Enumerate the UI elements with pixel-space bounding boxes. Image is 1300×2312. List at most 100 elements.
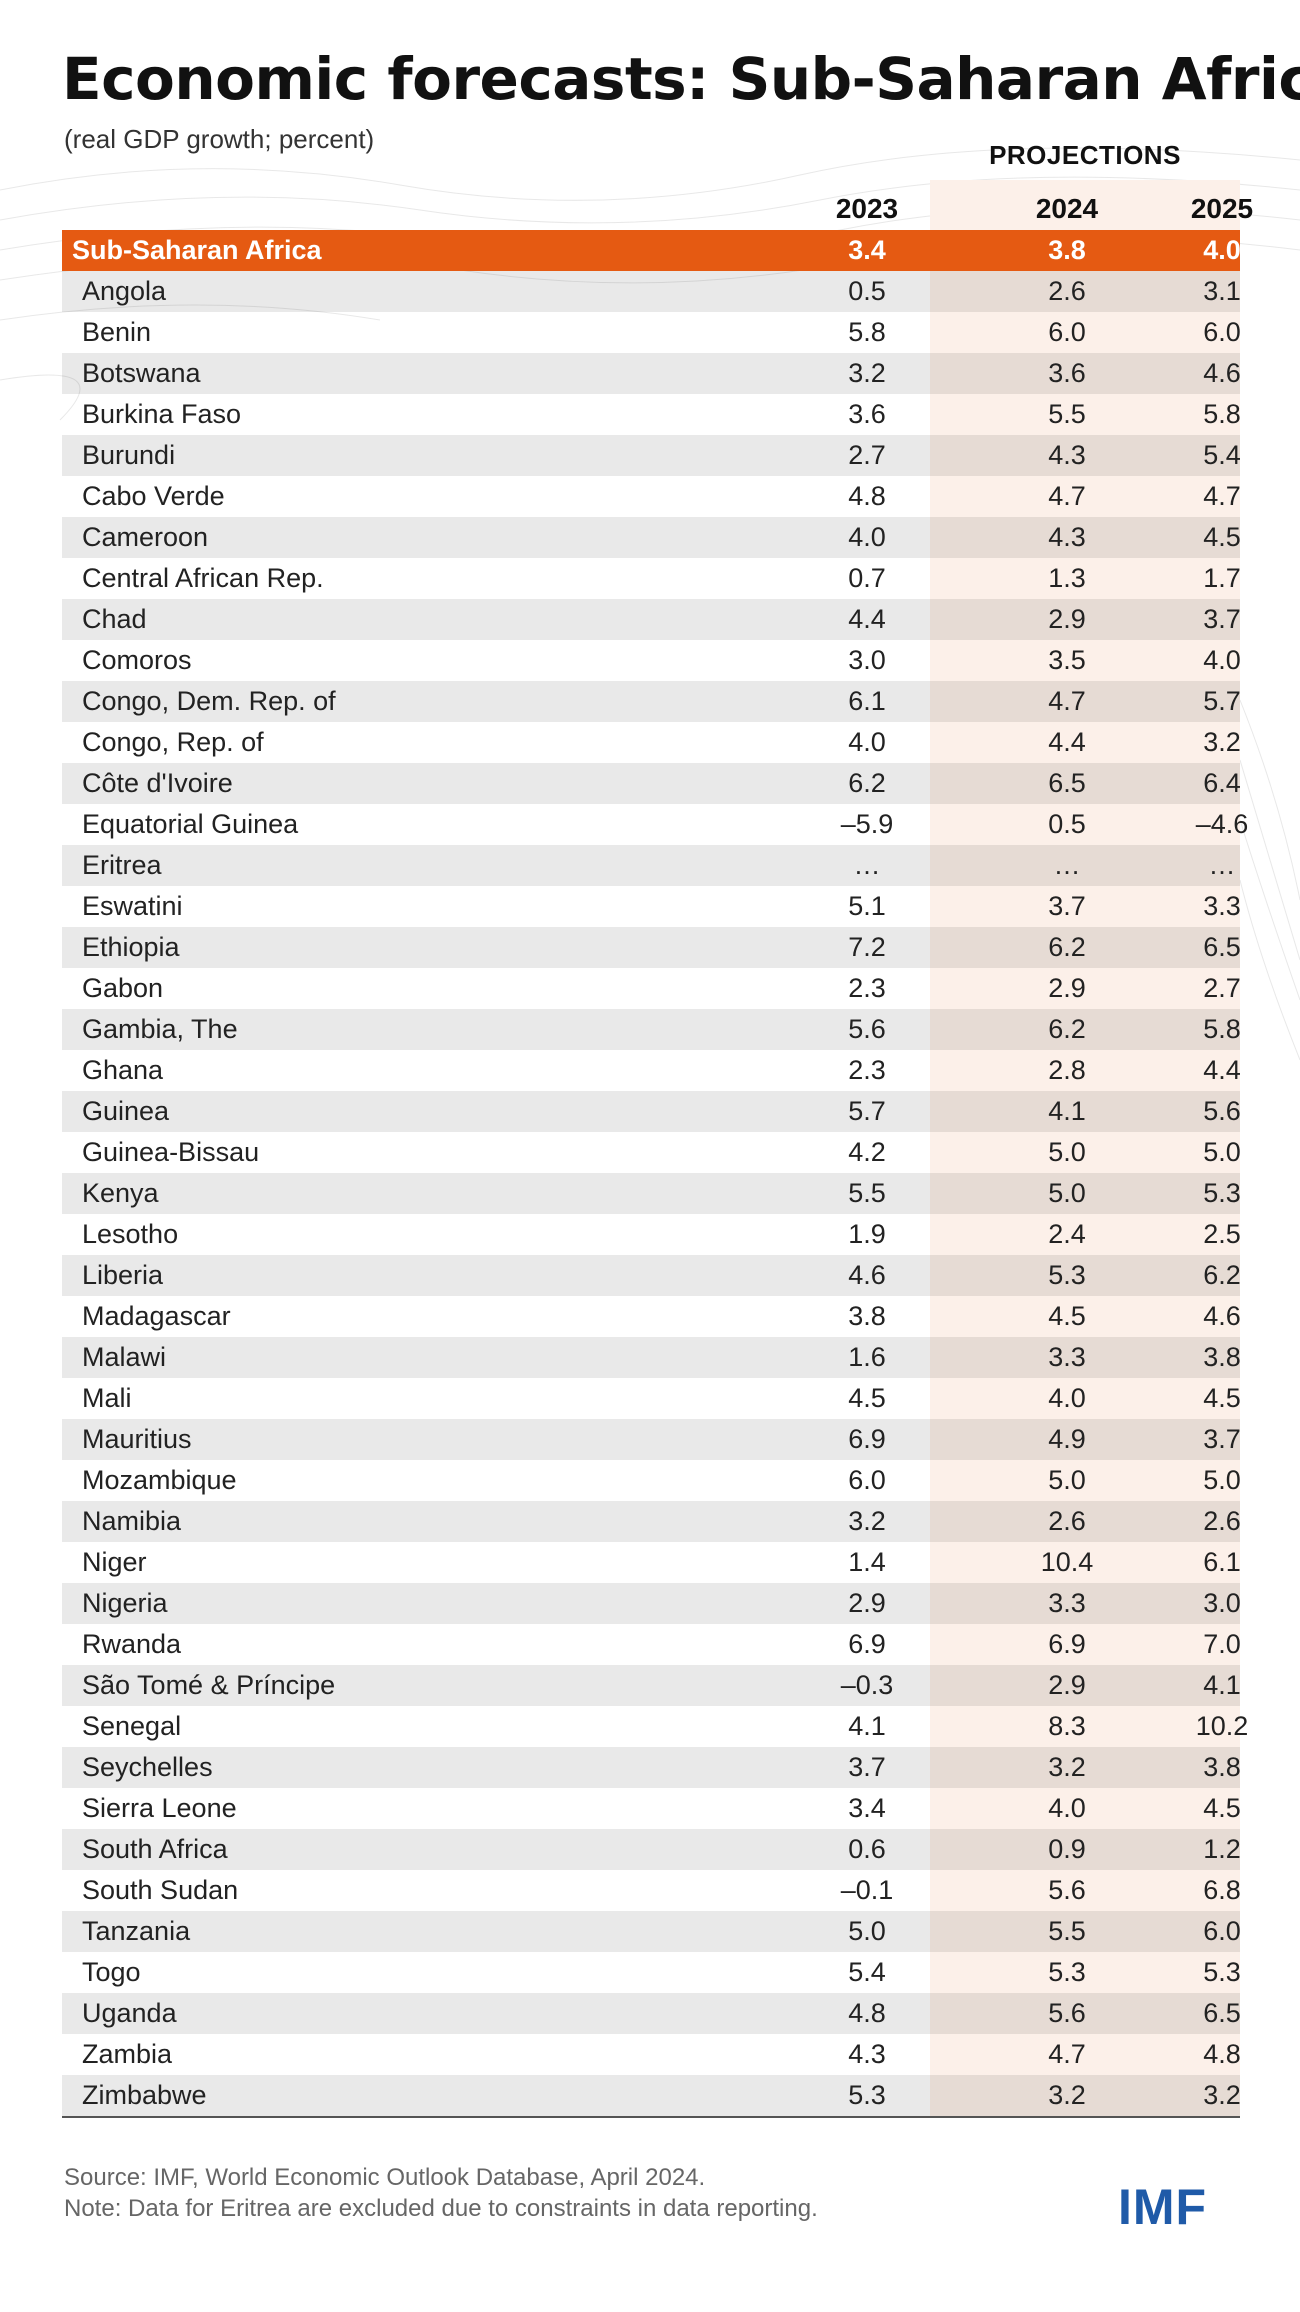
value-cell-2025: 2.5 [1203,1219,1241,1249]
table-bottom-rule [62,2116,1240,2118]
table-row: Sierra Leone 3.4 4.0 4.5 [62,1788,1241,1829]
value-cell-2023: 1.6 [848,1342,886,1372]
value-cell-2024: 8.3 [1048,1711,1086,1741]
value-cell-2023: 3.4 [848,1793,886,1823]
total-row: Sub-Saharan Africa 3.4 3.8 4.0 [62,230,1241,271]
row-label: Cabo Verde [82,481,225,511]
value-cell-2023: 3.2 [848,358,886,388]
value-cell-2023: 4.8 [848,481,886,511]
value-cell-2023: 6.9 [848,1629,886,1659]
value-cell-2024: 5.0 [1048,1465,1086,1495]
value-cell-2023: 3.4 [848,235,886,265]
row-label: Chad [82,604,147,634]
row-label: Sub-Saharan Africa [72,235,322,265]
row-label: Equatorial Guinea [82,809,299,839]
row-label: Mauritius [82,1424,192,1454]
value-cell-2025: 4.0 [1203,645,1241,675]
value-cell-2025: 4.0 [1203,235,1241,265]
value-cell-2024: 3.2 [1048,2080,1086,2110]
value-cell-2024: 5.0 [1048,1137,1086,1167]
row-label: Togo [82,1957,141,1987]
table-row: Lesotho 1.9 2.4 2.5 [62,1214,1241,1255]
value-cell-2025: 3.3 [1203,891,1241,921]
value-cell-2024: 5.0 [1048,1178,1086,1208]
table-row: Cameroon 4.0 4.3 4.5 [62,517,1241,558]
row-label: Nigeria [82,1588,168,1618]
value-cell-2025: 4.5 [1203,1793,1241,1823]
row-label: Mozambique [82,1465,237,1495]
table-row: Guinea-Bissau 4.2 5.0 5.0 [62,1132,1241,1173]
table-row: Madagascar 3.8 4.5 4.6 [62,1296,1241,1337]
value-cell-2025: –4.6 [1195,809,1249,839]
value-cell-2023: 4.8 [848,1998,886,2028]
value-cell-2023: 5.3 [848,2080,886,2110]
table-row: Cabo Verde 4.8 4.7 4.7 [62,476,1241,517]
value-cell-2023: 5.6 [848,1014,886,1044]
table-row: Congo, Dem. Rep. of 6.1 4.7 5.7 [62,681,1241,722]
row-label: Guinea [82,1096,170,1126]
value-cell-2023: –5.9 [840,809,894,839]
table-row: Burundi 2.7 4.3 5.4 [62,435,1241,476]
value-cell-2023: 4.1 [848,1711,886,1741]
row-label: Ghana [82,1055,164,1085]
value-cell-2024: 2.6 [1048,1506,1086,1536]
value-cell-2024: 4.0 [1048,1793,1086,1823]
source-note: Source: IMF, World Economic Outlook Data… [64,2164,706,2191]
page-title: Economic forecasts: Sub-Saharan Africa [62,45,1300,113]
value-cell-2023: 3.2 [848,1506,886,1536]
table-row: Gambia, The 5.6 6.2 5.8 [62,1009,1241,1050]
value-cell-2023: 4.2 [848,1137,886,1167]
value-cell-2025: 5.8 [1203,1014,1241,1044]
table-row: Guinea 5.7 4.1 5.6 [62,1091,1241,1132]
value-cell-2025: 3.2 [1203,2080,1241,2110]
value-cell-2025: 4.1 [1203,1670,1241,1700]
row-label: Uganda [82,1998,177,2028]
footnote: Note: Data for Eritrea are excluded due … [64,2195,818,2222]
value-cell-2024: 6.2 [1048,932,1086,962]
value-cell-2024: 5.6 [1048,1875,1086,1905]
table-row: Ethiopia 7.2 6.2 6.5 [62,927,1241,968]
value-cell-2025: 4.5 [1203,1383,1241,1413]
value-cell-2024: 4.9 [1048,1424,1086,1454]
value-cell-2025: 3.0 [1203,1588,1241,1618]
value-cell-2025: 5.0 [1203,1465,1241,1495]
value-cell-2025: 4.8 [1203,2039,1241,2069]
value-cell-2025: 4.6 [1203,358,1241,388]
value-cell-2023: 2.3 [848,1055,886,1085]
value-cell-2024: 1.3 [1048,563,1086,593]
value-cell-2023: … [853,850,881,880]
table-row: Zimbabwe 5.3 3.2 3.2 [62,2075,1241,2116]
value-cell-2023: 2.9 [848,1588,886,1618]
table-row: Botswana 3.2 3.6 4.6 [62,353,1241,394]
table-row: Togo 5.4 5.3 5.3 [62,1952,1241,1993]
value-cell-2025: 3.1 [1203,276,1241,306]
row-label: Eswatini [82,891,183,921]
value-cell-2024: 5.5 [1048,399,1086,429]
value-cell-2025: 3.8 [1203,1342,1241,1372]
table-header: 2023 2024 2025 [62,188,1253,230]
row-label: Congo, Rep. of [82,727,264,757]
table-row: Eritrea……… [62,845,1240,886]
column-header-2024: 2024 [1035,193,1099,224]
value-cell-2025: 5.6 [1203,1096,1241,1126]
projections-label: PROJECTIONS [989,140,1181,170]
value-cell-2024: 5.6 [1048,1998,1086,2028]
value-cell-2025: 3.7 [1203,1424,1241,1454]
table-row: Mozambique 6.0 5.0 5.0 [62,1460,1241,1501]
table-row: Congo, Rep. of 4.0 4.4 3.2 [62,722,1241,763]
row-label: Zambia [82,2039,173,2069]
value-cell-2023: 5.1 [848,891,886,921]
value-cell-2024: 2.8 [1048,1055,1086,1085]
value-cell-2023: 5.7 [848,1096,886,1126]
value-cell-2025: 6.0 [1203,317,1241,347]
value-cell-2024: 3.6 [1048,358,1086,388]
value-cell-2023: 0.7 [848,563,886,593]
value-cell-2024: 6.9 [1048,1629,1086,1659]
value-cell-2024: 6.2 [1048,1014,1086,1044]
value-cell-2025: 6.4 [1203,768,1241,798]
row-label: Sierra Leone [82,1793,237,1823]
table-row: Chad 4.4 2.9 3.7 [62,599,1241,640]
value-cell-2023: –0.1 [840,1875,894,1905]
value-cell-2024: 4.7 [1048,2039,1086,2069]
row-label: Benin [82,317,152,347]
